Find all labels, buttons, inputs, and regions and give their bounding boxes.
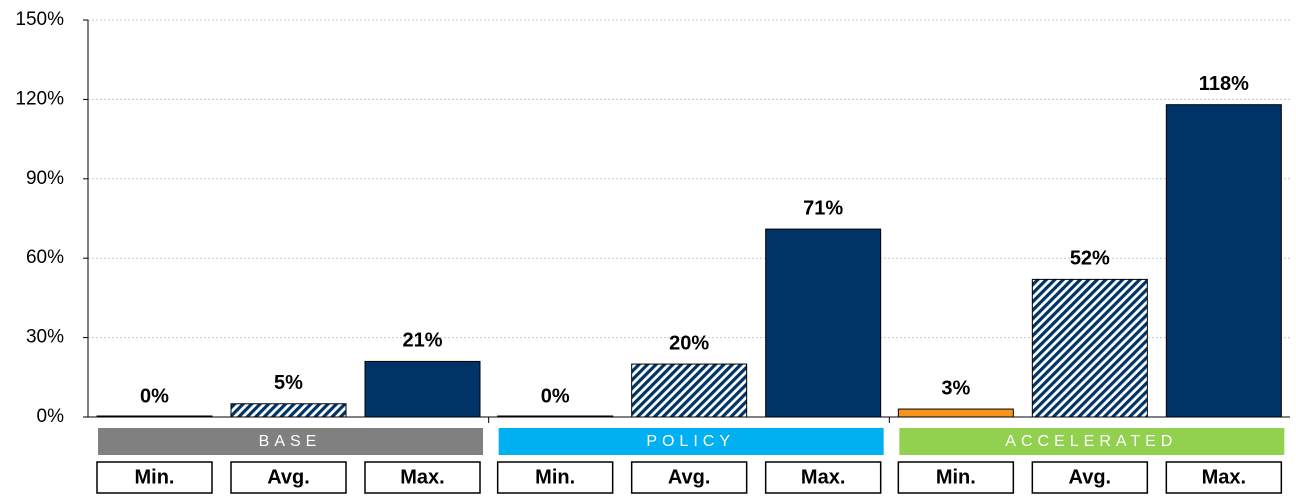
series-box — [1165, 461, 1283, 494]
y-tick-label: 120% — [15, 88, 64, 109]
series-box — [1031, 461, 1149, 494]
group-band — [899, 428, 1285, 455]
value-label: 0% — [541, 385, 570, 407]
series-box — [897, 461, 1015, 494]
y-tick-label: 30% — [26, 327, 64, 348]
series-label: Avg. — [1069, 466, 1112, 488]
series-label: Avg. — [267, 466, 310, 488]
series-label: Max. — [801, 466, 845, 488]
series-box — [496, 461, 614, 494]
bar — [364, 360, 481, 418]
series-box — [764, 461, 882, 494]
group-label: ACCELERATED — [1005, 433, 1177, 450]
group-band — [498, 428, 884, 455]
y-tick-label: 150% — [15, 9, 64, 30]
series-box — [230, 461, 347, 494]
series-label: Max. — [1202, 466, 1246, 488]
group-band — [98, 428, 483, 455]
value-label: 52% — [1070, 248, 1110, 270]
y-tick-label: 60% — [26, 247, 64, 268]
series-box — [96, 461, 213, 494]
group-label: POLICY — [646, 433, 735, 450]
y-tick-label: 0% — [37, 406, 65, 427]
series-label: Avg. — [668, 466, 711, 488]
series-label: Max. — [400, 466, 444, 488]
bar — [96, 415, 213, 418]
group-label: BASE — [259, 433, 322, 450]
value-label: 118% — [1199, 73, 1249, 95]
value-label: 0% — [140, 385, 169, 407]
value-label: 20% — [669, 332, 709, 354]
series-box — [630, 461, 748, 494]
bar — [1031, 278, 1148, 418]
bar — [631, 363, 748, 418]
value-label: 21% — [402, 330, 442, 352]
bar — [497, 415, 614, 418]
series-box — [364, 461, 481, 494]
series-label: Min. — [535, 466, 575, 488]
bar — [230, 403, 347, 418]
value-label: 3% — [941, 377, 970, 399]
value-label: 5% — [274, 372, 303, 394]
series-label: Min. — [135, 466, 175, 488]
y-tick-label: 90% — [26, 168, 64, 189]
bar — [1165, 104, 1282, 418]
series-label: Min. — [936, 466, 976, 488]
value-label: 71% — [803, 197, 843, 219]
bar — [765, 228, 882, 418]
bar — [897, 408, 1014, 418]
